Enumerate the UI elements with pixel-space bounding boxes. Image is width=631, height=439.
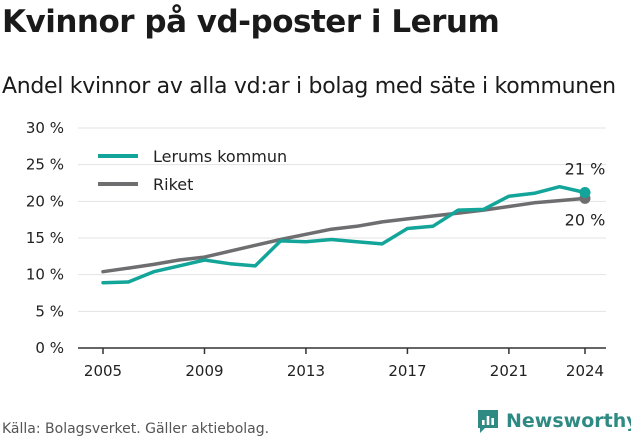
legend-label: Lerums kommun: [153, 147, 287, 166]
x-tick-label: 2017: [388, 362, 426, 380]
brand-name: Newsworthy: [506, 410, 631, 432]
grid-lines: [78, 127, 606, 349]
y-tick-label: 10 %: [26, 266, 64, 284]
end-value-label: 21 %: [565, 160, 606, 179]
legend: Lerums kommun Riket: [98, 147, 287, 194]
page-title: Kvinnor på vd-poster i Lerum: [2, 4, 500, 40]
source-note: Källa: Bolagsverket. Gäller aktiebolag.: [2, 421, 270, 437]
legend-label: Riket: [153, 175, 193, 194]
y-tick-label: 30 %: [26, 119, 64, 137]
end-value-label: 20 %: [565, 210, 606, 229]
x-tick-label: 2005: [84, 362, 122, 380]
x-tick-label: 2009: [185, 362, 223, 380]
y-axis-tick-labels: 0 % 5 % 10 % 15 % 20 % 25 % 30 %: [26, 119, 64, 357]
bar-chart-logo-icon: [478, 410, 498, 433]
x-tick-label: 2013: [287, 362, 325, 380]
y-tick-label: 0 %: [35, 339, 64, 357]
series-lines: [101, 184, 591, 285]
x-tick-label: 2024: [566, 362, 604, 380]
chart-subtitle: Andel kvinnor av alla vd:ar i bolag med …: [2, 74, 616, 99]
x-tick-label: 2021: [490, 362, 528, 380]
end-labels: 21 % 20 %: [565, 160, 606, 230]
y-tick-label: 20 %: [26, 192, 64, 210]
x-axis: 2005 2009 2013 2017 2021 2024: [84, 348, 604, 380]
series-line: [101, 196, 587, 274]
series-line: [101, 184, 587, 285]
y-tick-label: 5 %: [35, 302, 64, 320]
y-tick-label: 25 %: [26, 156, 64, 174]
line-chart: 0 %5 %10 %15 %20 %25 %30 % 2005 2009 2013 2…: [26, 119, 606, 380]
brand-logo: Newsworthy: [476, 408, 631, 434]
y-tick-label: 15 %: [26, 229, 64, 247]
series-end-point: [579, 187, 591, 199]
